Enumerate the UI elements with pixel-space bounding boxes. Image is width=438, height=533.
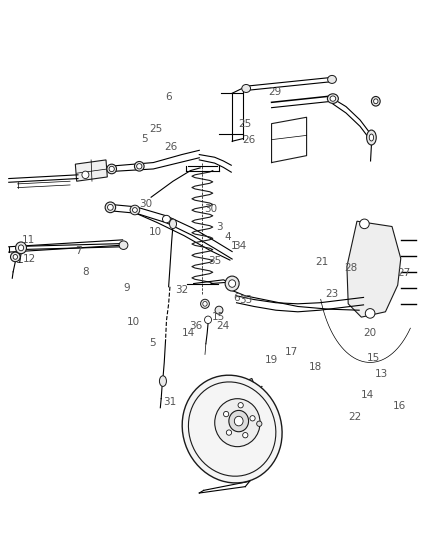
Text: 35: 35	[208, 256, 221, 266]
Text: 34: 34	[233, 241, 247, 251]
Ellipse shape	[13, 255, 18, 260]
Text: 13: 13	[374, 369, 388, 379]
Text: 24: 24	[216, 321, 229, 331]
Ellipse shape	[162, 215, 170, 223]
Ellipse shape	[170, 219, 177, 229]
Ellipse shape	[82, 171, 89, 179]
Text: 7: 7	[74, 246, 81, 255]
Ellipse shape	[229, 410, 249, 432]
Ellipse shape	[327, 94, 338, 103]
Text: 31: 31	[163, 398, 177, 407]
Ellipse shape	[130, 205, 140, 215]
Text: 36: 36	[190, 321, 203, 331]
Text: 6: 6	[233, 294, 240, 303]
Ellipse shape	[243, 432, 248, 438]
Text: 25: 25	[149, 124, 162, 134]
Text: 21: 21	[315, 257, 328, 267]
Ellipse shape	[215, 399, 260, 447]
Ellipse shape	[360, 219, 369, 229]
Ellipse shape	[371, 96, 380, 106]
Text: 6: 6	[165, 92, 172, 102]
Ellipse shape	[132, 207, 137, 213]
Ellipse shape	[328, 76, 336, 84]
Ellipse shape	[16, 242, 27, 254]
Ellipse shape	[105, 202, 116, 213]
Ellipse shape	[203, 302, 207, 306]
Ellipse shape	[18, 245, 24, 251]
Ellipse shape	[201, 300, 209, 308]
Ellipse shape	[374, 99, 378, 103]
Polygon shape	[223, 378, 258, 407]
Text: 22: 22	[348, 412, 361, 422]
Text: 11: 11	[22, 235, 35, 245]
Text: 9: 9	[124, 283, 131, 293]
Text: 15: 15	[212, 312, 225, 322]
Text: 26: 26	[164, 142, 177, 151]
Text: 3: 3	[215, 222, 223, 231]
Text: 1: 1	[231, 241, 238, 251]
Text: 10: 10	[149, 227, 162, 237]
Ellipse shape	[238, 402, 243, 408]
Ellipse shape	[11, 252, 20, 262]
Polygon shape	[75, 160, 107, 181]
Text: 15: 15	[367, 353, 380, 363]
Text: 32: 32	[175, 286, 188, 295]
Text: 20: 20	[364, 328, 377, 338]
Text: 16: 16	[393, 401, 406, 411]
Text: 23: 23	[325, 289, 339, 299]
Text: 30: 30	[139, 199, 152, 208]
Ellipse shape	[229, 280, 236, 287]
Ellipse shape	[234, 416, 243, 426]
Ellipse shape	[215, 306, 223, 314]
Ellipse shape	[119, 241, 128, 249]
Ellipse shape	[205, 316, 212, 324]
Ellipse shape	[107, 164, 117, 174]
Ellipse shape	[225, 276, 239, 291]
Text: 26: 26	[242, 135, 255, 144]
Text: 12: 12	[23, 254, 36, 263]
Text: 17: 17	[285, 347, 298, 357]
Text: 8: 8	[82, 267, 89, 277]
Polygon shape	[347, 221, 401, 317]
Text: 14: 14	[182, 328, 195, 338]
Text: 4: 4	[224, 232, 231, 242]
Text: 27: 27	[397, 268, 410, 278]
Ellipse shape	[330, 96, 336, 101]
Text: 30: 30	[205, 204, 218, 214]
Text: 28: 28	[344, 263, 357, 272]
Ellipse shape	[226, 430, 232, 435]
Ellipse shape	[250, 416, 255, 421]
Text: 5: 5	[141, 134, 148, 143]
Text: 5: 5	[149, 338, 156, 348]
Ellipse shape	[369, 134, 374, 141]
Ellipse shape	[137, 164, 142, 169]
Text: 29: 29	[268, 87, 282, 96]
Text: 33: 33	[240, 295, 253, 304]
Ellipse shape	[365, 309, 375, 318]
Ellipse shape	[242, 84, 251, 93]
Ellipse shape	[134, 161, 144, 171]
Ellipse shape	[257, 421, 262, 426]
Text: 25: 25	[239, 119, 252, 128]
Text: 10: 10	[127, 318, 140, 327]
Ellipse shape	[367, 130, 376, 145]
Text: 18: 18	[309, 362, 322, 372]
Ellipse shape	[159, 376, 166, 386]
Ellipse shape	[109, 166, 114, 172]
Ellipse shape	[223, 411, 229, 417]
Text: 14: 14	[361, 391, 374, 400]
Ellipse shape	[108, 204, 113, 211]
Text: 19: 19	[265, 355, 278, 365]
Ellipse shape	[182, 375, 282, 483]
